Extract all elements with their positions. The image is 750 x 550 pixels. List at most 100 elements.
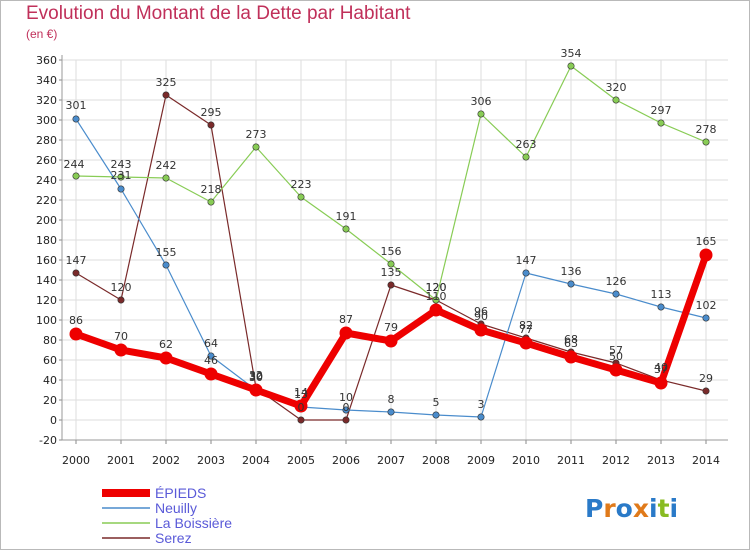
y-tick-label: 200 [36,214,57,227]
data-point-neuilly [522,269,530,277]
x-tick-label: 2002 [152,454,180,467]
logo-letter: P [585,494,603,523]
data-label-neuilly: 10 [339,391,353,404]
data-label-la-boissiere: 273 [246,128,267,141]
x-tick-label: 2000 [62,454,90,467]
data-label-epieds: 90 [474,310,488,323]
y-tick-label: 240 [36,174,57,187]
data-label-neuilly: 13 [294,388,308,401]
data-point-epieds [699,248,713,262]
y-tick-label: 120 [36,294,57,307]
data-label-neuilly: 5 [433,396,440,409]
data-label-neuilly: 30 [249,371,263,384]
axes [59,55,728,444]
data-point-neuilly [117,185,125,193]
legend-label-epieds: ÉPIEDS [155,485,206,501]
data-point-serez [117,296,125,304]
data-point-serez [702,387,710,395]
data-label-serez: 135 [381,266,402,279]
data-point-epieds [609,363,623,377]
y-tick-label: 300 [36,114,57,127]
data-point-la-boissiere [252,143,260,151]
y-tick-label: -20 [39,434,57,447]
data-label-serez: 29 [699,372,713,385]
logo-letter: i [670,494,679,523]
legend-label-la-boissiere: La Boissière [155,515,232,531]
data-label-epieds: 70 [114,330,128,343]
proxiti-logo: Proxiti [585,494,678,523]
data-point-la-boissiere [657,119,665,127]
y-tick-labels: -20 0 20 40 60 80 100 120 140 160 180 200 220 240 260 2… [36,54,57,447]
data-label-la-boissiere: 218 [201,183,222,196]
data-label-epieds: 14 [294,386,308,399]
data-label-neuilly: 64 [204,337,218,350]
data-point-epieds [519,336,533,350]
data-label-epieds: 87 [339,313,353,326]
data-label-serez: 325 [156,76,177,89]
y-tick-label: 320 [36,94,57,107]
data-point-la-boissiere [72,172,80,180]
chart-subtitle: (en €) [26,27,58,41]
data-label-epieds: 46 [204,354,218,367]
x-tick-label: 2001 [107,454,135,467]
logo-letter: o [616,494,633,523]
data-point-serez [342,416,350,424]
data-point-serez [72,269,80,277]
data-label-la-boissiere: 244 [64,158,85,171]
data-label-neuilly: 155 [156,246,177,259]
data-point-serez [297,416,305,424]
y-tick-label: 80 [43,334,57,347]
y-tick-label: 340 [36,74,57,87]
data-label-neuilly: 126 [606,275,627,288]
data-label-epieds: 37 [654,363,668,376]
data-point-neuilly [702,314,710,322]
x-tick-label: 2005 [287,454,315,467]
data-point-epieds [159,351,173,365]
data-point-la-boissiere [162,174,170,182]
data-label-epieds: 62 [159,338,173,351]
x-tick-labels: 2000 2001 2002 2003 2004 2005 2006 2007 2008 2009… [62,454,720,467]
data-point-serez [207,121,215,129]
data-label-neuilly: 136 [561,265,582,278]
x-tick-label: 2009 [467,454,495,467]
y-tick-label: 280 [36,134,57,147]
data-point-serez [387,281,395,289]
data-label-epieds: 77 [519,323,533,336]
data-point-epieds [69,327,83,341]
data-label-serez: 96 [474,305,488,318]
series-layer [69,62,713,424]
data-label-la-boissiere: 306 [471,95,492,108]
data-label-epieds: 110 [426,290,447,303]
x-tick-label: 2003 [197,454,225,467]
data-point-la-boissiere [612,96,620,104]
data-label-neuilly: 102 [696,299,717,312]
data-point-la-boissiere [477,110,485,118]
data-label-neuilly: 8 [388,393,395,406]
data-point-la-boissiere [522,153,530,161]
y-tick-label: 180 [36,234,57,247]
data-point-neuilly [612,290,620,298]
y-tick-label: 0 [50,414,57,427]
x-tick-label: 2010 [512,454,540,467]
data-label-la-boissiere: 278 [696,123,717,136]
x-tick-label: 2011 [557,454,585,467]
data-point-epieds [564,350,578,364]
data-label-la-boissiere: 263 [516,138,537,151]
y-tick-label: 160 [36,254,57,267]
data-point-epieds [249,383,263,397]
x-tick-label: 2008 [422,454,450,467]
data-point-la-boissiere [297,193,305,201]
data-label-neuilly: 301 [66,99,87,112]
legend-label-serez: Serez [155,530,192,546]
data-point-neuilly [387,408,395,416]
data-point-neuilly [72,115,80,123]
data-label-serez: 147 [66,254,87,267]
chart-title: Evolution du Montant de la Dette par Hab… [26,3,411,24]
x-tick-label: 2012 [602,454,630,467]
data-label-la-boissiere: 156 [381,245,402,258]
data-label-la-boissiere: 354 [561,47,582,60]
data-point-la-boissiere [117,173,125,181]
